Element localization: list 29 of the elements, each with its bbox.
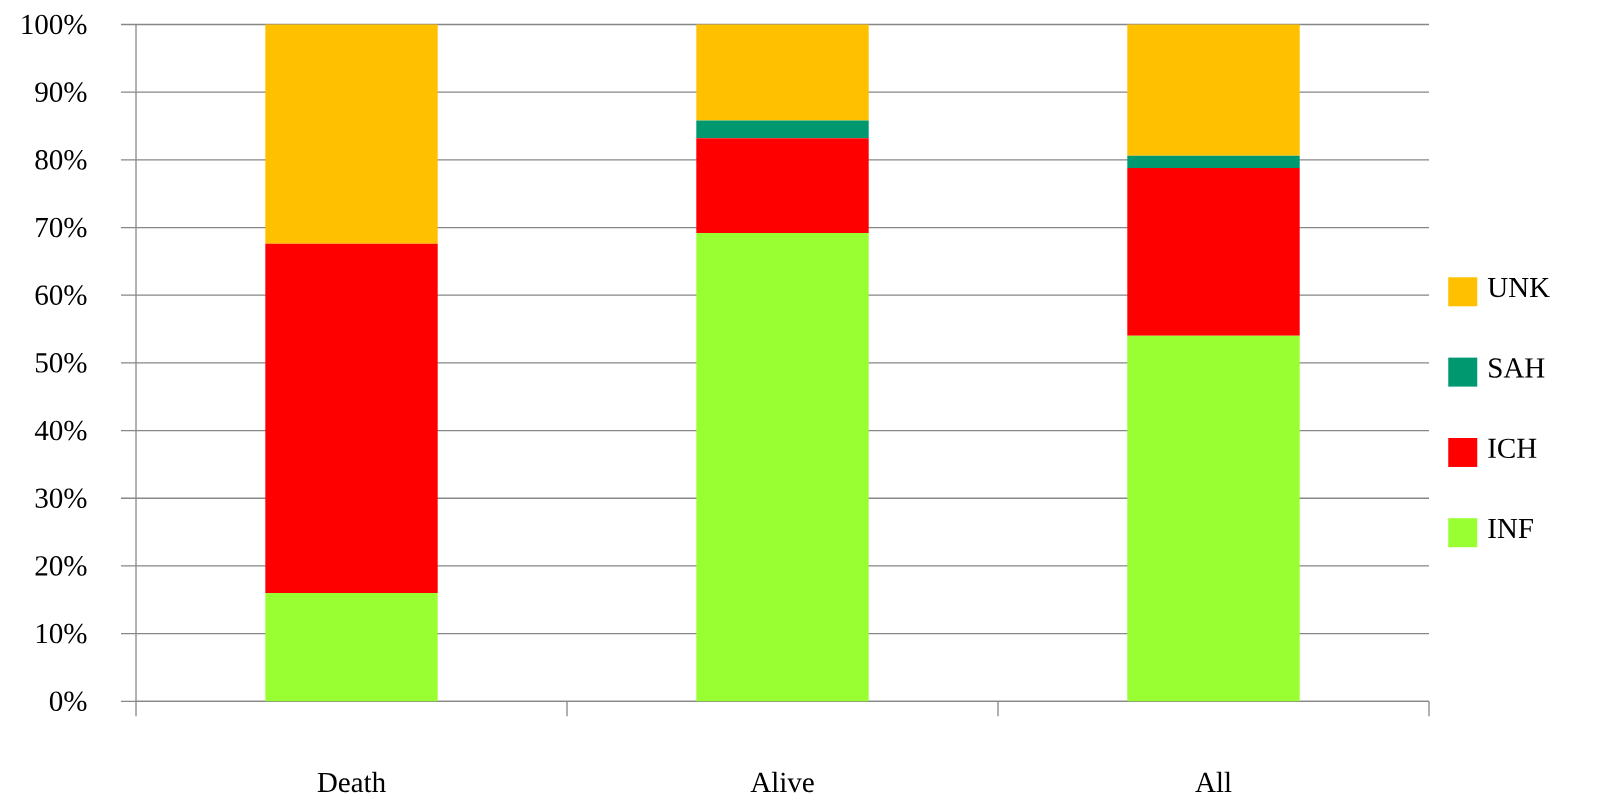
legend-label: UNK xyxy=(1487,278,1550,298)
bar xyxy=(265,24,438,244)
bar xyxy=(1127,167,1300,336)
legend-label: SAH xyxy=(1489,358,1545,378)
bar xyxy=(265,593,438,702)
y-tick-label: 100% xyxy=(22,14,87,35)
y-tick-label: 40% xyxy=(34,420,87,441)
y-tick-label: 50% xyxy=(35,353,87,373)
bar xyxy=(696,120,869,139)
bar xyxy=(1127,335,1300,702)
legend-label: INF xyxy=(1488,518,1533,538)
bar xyxy=(1127,155,1300,168)
bar xyxy=(696,138,869,233)
bar xyxy=(696,232,869,702)
y-tick-label: 30% xyxy=(35,488,87,509)
bar xyxy=(696,24,869,121)
y-tick-label: 90% xyxy=(35,82,87,102)
x-tick-label: All xyxy=(1195,771,1232,792)
y-tick-label: 0% xyxy=(49,691,87,712)
y-tick-label: 60% xyxy=(35,285,87,306)
bar xyxy=(265,243,438,593)
x-tick-label: Alive xyxy=(750,771,814,793)
legend-label: ICH xyxy=(1488,438,1537,459)
x-tick-label: Death xyxy=(317,771,386,793)
y-tick-label: 20% xyxy=(35,556,87,576)
y-tick-label: 70% xyxy=(36,217,87,238)
y-tick-label: 10% xyxy=(36,623,87,644)
bar xyxy=(1127,24,1300,156)
y-tick-label: 80% xyxy=(35,150,87,170)
